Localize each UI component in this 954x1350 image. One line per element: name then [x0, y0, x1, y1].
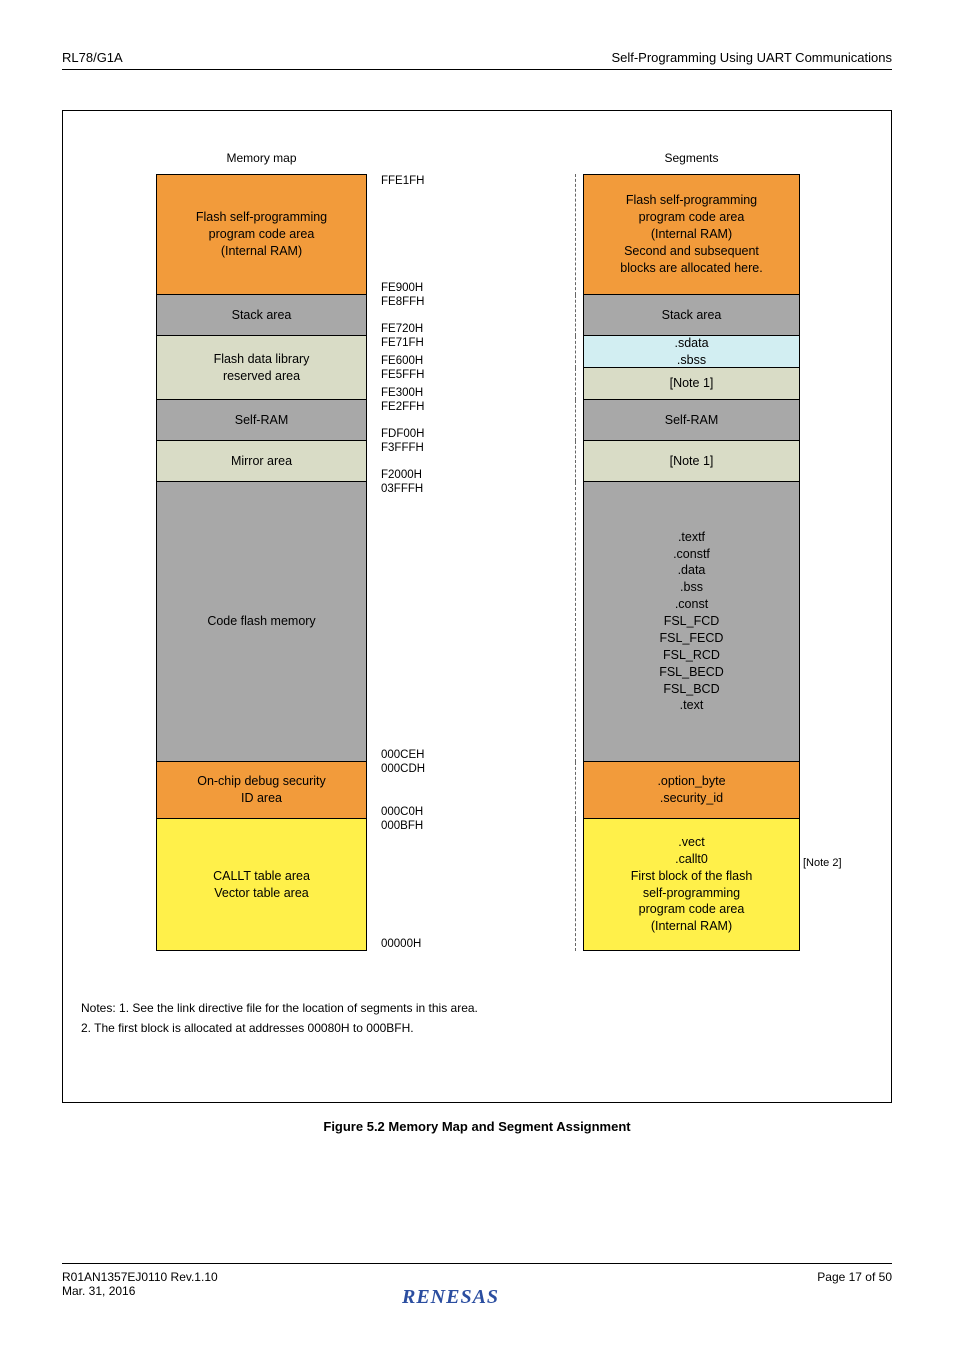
addr-bot: 000CEH [381, 749, 424, 761]
memory-block: Flash self-programming program code area… [156, 174, 367, 295]
footer-row-1: R01AN1357EJ0110 Rev.1.10 Page 17 of 50 [62, 1270, 892, 1284]
addr-bot: FE900H [381, 282, 423, 294]
addr-top: FE2FFH [381, 401, 424, 413]
segment-block: Self-RAM [583, 400, 800, 441]
header-left: RL78/G1A [62, 50, 123, 65]
address-cell: F3FFFH F2000H [373, 441, 576, 482]
segment-block: Stack area [583, 295, 800, 336]
addr-top: 03FFFH [381, 483, 423, 495]
address-cell: FE71FH FE600H [373, 336, 576, 368]
segment-block: .vect .callt0 First block of the flash s… [583, 819, 800, 951]
footer-rule [62, 1263, 892, 1264]
memory-column: Flash self-programming program code area… [156, 174, 367, 951]
address-cell: FE8FFH FE720H [373, 295, 576, 336]
footer-page: Page 17 of 50 [817, 1270, 892, 1284]
page: RL78/G1A Self-Programming Using UART Com… [0, 0, 954, 1350]
addr-top: FFE1FH [381, 175, 424, 187]
addr-top: F3FFFH [381, 442, 424, 454]
address-cell: FFE1FH FE900H [373, 174, 576, 295]
memory-block: Flash data library reserved area [156, 336, 367, 400]
note-1: Notes: 1. See the link directive file fo… [81, 1001, 478, 1015]
header-rule [62, 69, 892, 70]
addr-top: 000BFH [381, 820, 423, 832]
addr-bot: FDF00H [381, 428, 424, 440]
note-2: 2. The first block is allocated at addre… [81, 1021, 414, 1035]
note-2-label: [Note 2] [803, 857, 842, 869]
addr-bot: FE300H [381, 387, 423, 399]
memory-block: CALLT table area Vector table area [156, 819, 367, 951]
addr-top: FE8FFH [381, 296, 424, 308]
address-column: FFE1FHFE900HFE8FFHFE720HFE71FHFE600HFE5F… [373, 174, 576, 951]
footer: R01AN1357EJ0110 Rev.1.10 Page 17 of 50 M… [62, 1255, 892, 1298]
segment-block: .sdata .sbss [583, 336, 800, 368]
addr-bot: 00000H [381, 938, 421, 950]
segment-block: Flash self-programming program code area… [583, 174, 800, 295]
svg-text:RENESAS: RENESAS [402, 1286, 499, 1308]
logo-icon: RENESAS [402, 1285, 552, 1309]
address-cell: 000CDH 000C0H [373, 762, 576, 819]
segment-block: .textf .constf .data .bss .const FSL_FCD… [583, 482, 800, 762]
addr-bot: FE600H [381, 355, 423, 367]
address-cell: 000BFH 00000H [373, 819, 576, 951]
memory-block: On-chip debug security ID area [156, 762, 367, 819]
address-cell: FE2FFH FDF00H [373, 400, 576, 441]
addr-top: FE71FH [381, 337, 424, 349]
footer-doc: R01AN1357EJ0110 Rev.1.10 [62, 1270, 218, 1284]
addr-bot: 000C0H [381, 806, 423, 818]
segment-block: .option_byte .security_id [583, 762, 800, 819]
segment-block: [Note 1] [583, 441, 800, 482]
memory-map-title: Memory map [156, 151, 367, 165]
memory-block: Stack area [156, 295, 367, 336]
address-cell: 03FFFH 000CEH [373, 482, 576, 762]
memory-block: Mirror area [156, 441, 367, 482]
memory-block: Code flash memory [156, 482, 367, 762]
renesas-logo: RENESAS [62, 1285, 892, 1314]
segment-block: [Note 1] [583, 368, 800, 400]
addr-bot: F2000H [381, 469, 422, 481]
addr-top: FE5FFH [381, 369, 424, 381]
memory-diagram: Memory map Segments Flash self-programmi… [62, 110, 892, 1103]
segments-column: Flash self-programming program code area… [583, 174, 800, 951]
segments-title: Segments [583, 151, 800, 165]
header-right: Self-Programming Using UART Communicatio… [611, 50, 892, 65]
addr-bot: FE720H [381, 323, 423, 335]
address-cell: FE5FFH FE300H [373, 368, 576, 400]
memory-block: Self-RAM [156, 400, 367, 441]
figure-caption: Figure 5.2 Memory Map and Segment Assign… [62, 1119, 892, 1134]
addr-top: 000CDH [381, 763, 425, 775]
header-row: RL78/G1A Self-Programming Using UART Com… [62, 50, 892, 65]
